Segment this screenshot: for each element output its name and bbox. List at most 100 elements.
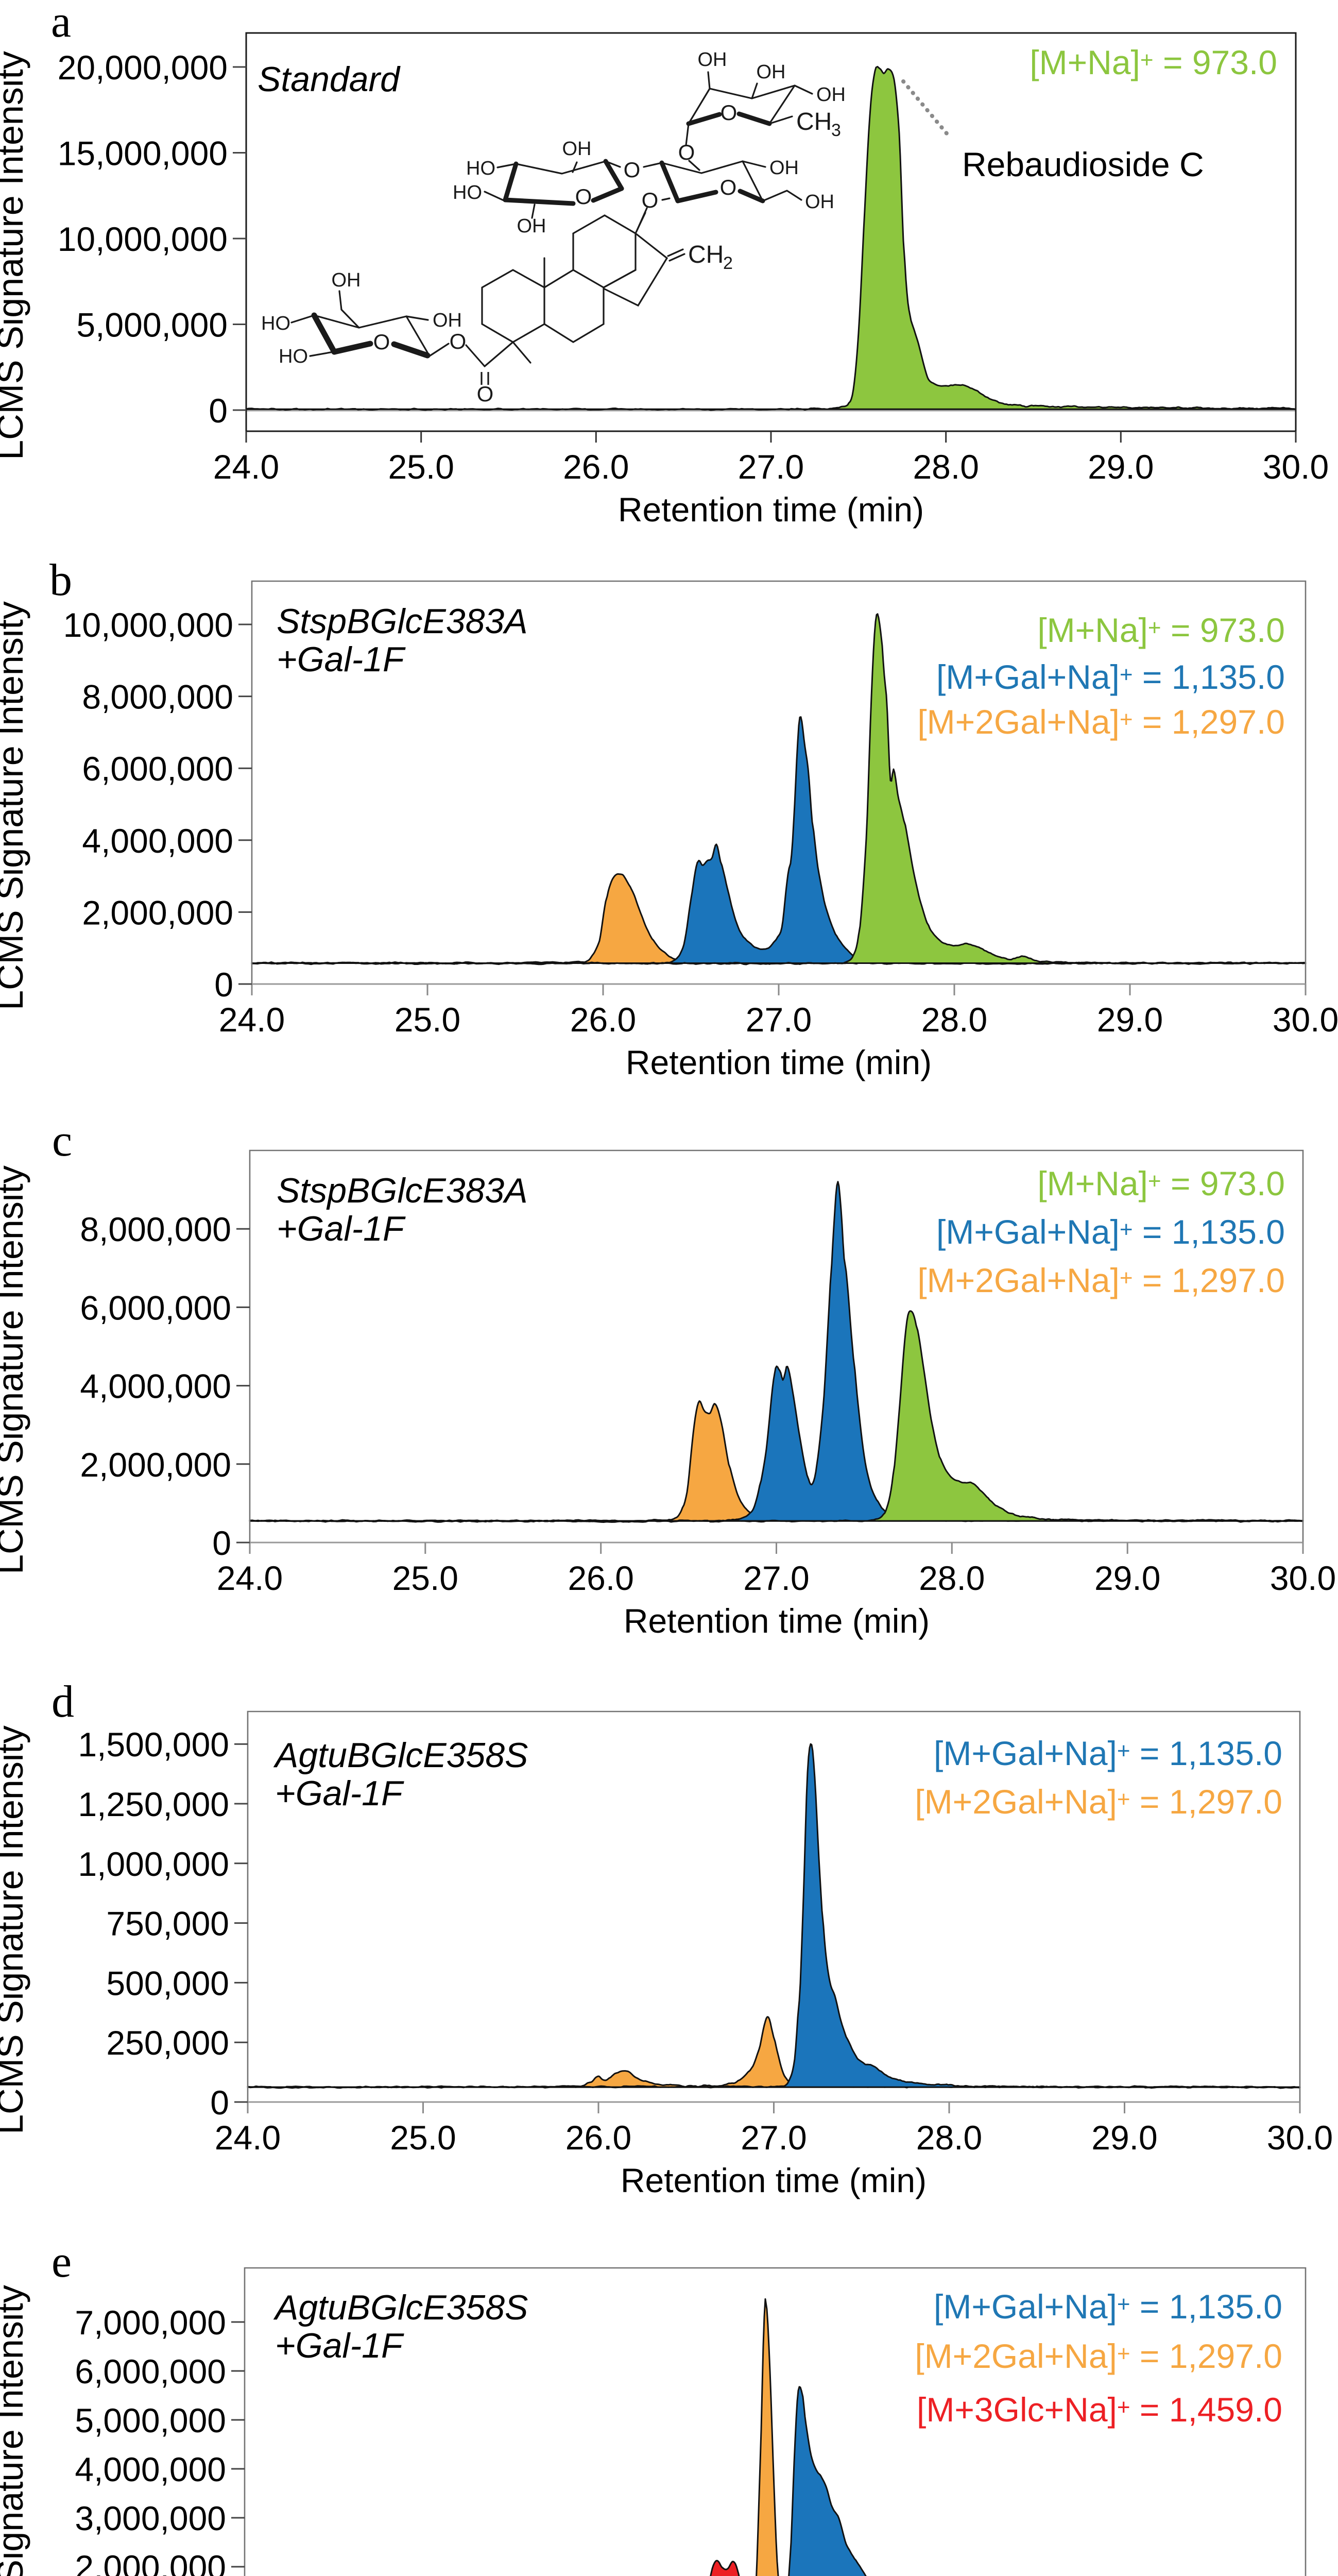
svg-text:OH: OH [698,49,727,71]
svg-text:StspBGlcE383A: StspBGlcE383A [277,602,528,641]
svg-text:0: 0 [210,2083,229,2122]
svg-text:[M+3Glc+Na]+ = 1,459.0: [M+3Glc+Na]+ = 1,459.0 [917,2391,1282,2429]
svg-text:LCMS Signature Intensity: LCMS Signature Intensity [0,2285,30,2576]
svg-text:0: 0 [209,392,228,430]
svg-text:4,000,000: 4,000,000 [75,2450,226,2488]
svg-text:[M+2Gal+Na]+ = 1,297.0: [M+2Gal+Na]+ = 1,297.0 [915,2337,1282,2375]
svg-text:1,250,000: 1,250,000 [78,1785,229,1823]
svg-text:10,000,000: 10,000,000 [63,606,233,644]
svg-text:25.0: 25.0 [390,2119,456,2157]
svg-text:2,000,000: 2,000,000 [82,893,233,931]
svg-text:Retention time (min): Retention time (min) [626,1043,932,1081]
svg-text:28.0: 28.0 [913,448,979,486]
svg-text:29.0: 29.0 [1088,448,1154,486]
svg-text:O: O [721,100,737,125]
svg-text:HO: HO [279,346,308,367]
svg-text:7,000,000: 7,000,000 [75,2303,226,2342]
svg-text:29.0: 29.0 [1091,2119,1157,2157]
svg-text:[M+2Gal+Na]+ = 1,297.0: [M+2Gal+Na]+ = 1,297.0 [917,703,1285,741]
svg-text:4,000,000: 4,000,000 [80,1367,231,1405]
svg-text:24.0: 24.0 [219,1001,285,1039]
svg-text:750,000: 750,000 [106,1905,229,1943]
svg-text:1,000,000: 1,000,000 [78,1845,229,1883]
svg-text:24.0: 24.0 [213,448,279,486]
svg-text:29.0: 29.0 [1094,1559,1160,1597]
svg-text:1,500,000: 1,500,000 [78,1725,229,1764]
svg-text:29.0: 29.0 [1097,1001,1163,1039]
svg-text:a: a [51,0,71,47]
svg-text:8,000,000: 8,000,000 [82,678,233,716]
svg-text:26.0: 26.0 [568,1559,633,1597]
svg-text:5,000,000: 5,000,000 [76,306,228,344]
svg-text:27.0: 27.0 [743,1559,809,1597]
svg-text:26.0: 26.0 [563,448,629,486]
svg-text:d: d [52,1677,74,1727]
svg-text:LCMS Signature Intensity: LCMS Signature Intensity [0,51,30,460]
svg-text:28.0: 28.0 [919,1559,985,1597]
svg-text:[M+2Gal+Na]+ = 1,297.0: [M+2Gal+Na]+ = 1,297.0 [917,1261,1285,1299]
svg-text:2: 2 [723,253,733,273]
svg-text:[M+Gal+Na]+ = 1,135.0: [M+Gal+Na]+ = 1,135.0 [936,1213,1285,1251]
svg-text:+Gal-1F: +Gal-1F [277,1209,406,1248]
svg-text:LCMS Signature Intensity: LCMS Signature Intensity [0,1725,30,2134]
svg-text:27.0: 27.0 [746,1001,812,1039]
svg-text:3,000,000: 3,000,000 [75,2499,226,2537]
svg-text:O: O [373,330,390,354]
svg-text:Retention time (min): Retention time (min) [624,1602,930,1640]
svg-text:O: O [624,158,641,182]
svg-text:4,000,000: 4,000,000 [82,822,233,860]
svg-text:[M+Gal+Na]+ = 1,135.0: [M+Gal+Na]+ = 1,135.0 [936,658,1285,696]
svg-text:10,000,000: 10,000,000 [58,220,228,258]
svg-text:HO: HO [453,182,482,204]
svg-text:[M+Na]+ = 973.0: [M+Na]+ = 973.0 [1030,43,1277,81]
svg-text:8,000,000: 8,000,000 [80,1210,231,1248]
svg-text:LCMS Signature Intensity: LCMS Signature Intensity [0,601,30,1010]
svg-text:27.0: 27.0 [741,2119,807,2157]
svg-text:28.0: 28.0 [916,2119,982,2157]
svg-text:[M+Na]+ = 973.0: [M+Na]+ = 973.0 [1037,1164,1285,1202]
svg-text:[M+Gal+Na]+ = 1,135.0: [M+Gal+Na]+ = 1,135.0 [934,2287,1282,2326]
svg-text:30.0: 30.0 [1273,1001,1338,1039]
svg-text:OH: OH [562,138,592,160]
svg-text:6,000,000: 6,000,000 [80,1289,231,1327]
svg-text:O: O [720,175,737,199]
svg-text:O: O [642,188,659,212]
svg-text:0: 0 [214,965,233,1004]
svg-text:AgtuBGlcE358S: AgtuBGlcE358S [273,1736,528,1775]
svg-text:OH: OH [517,215,546,237]
svg-text:[M+2Gal+Na]+ = 1,297.0: [M+2Gal+Na]+ = 1,297.0 [915,1783,1282,1821]
svg-text:3: 3 [831,121,841,140]
svg-text:+Gal-1F: +Gal-1F [275,1774,404,1813]
svg-text:0: 0 [212,1524,231,1562]
svg-text:500,000: 500,000 [106,1964,229,2002]
svg-text:O: O [450,329,467,353]
svg-text:30.0: 30.0 [1267,2119,1333,2157]
svg-text:Retention time (min): Retention time (min) [621,2161,927,2199]
svg-text:15,000,000: 15,000,000 [58,134,228,173]
svg-text:O: O [477,382,494,406]
svg-text:AgtuBGlcE358S: AgtuBGlcE358S [273,2288,528,2327]
svg-text:25.0: 25.0 [394,1001,460,1039]
svg-text:OH: OH [433,310,462,331]
svg-text:OH: OH [816,84,846,106]
svg-text:5,000,000: 5,000,000 [75,2401,226,2439]
svg-text:30.0: 30.0 [1270,1559,1336,1597]
svg-text:6,000,000: 6,000,000 [82,750,233,788]
svg-text:Retention time (min): Retention time (min) [618,490,924,529]
svg-text:OH: OH [769,157,799,179]
svg-text:b: b [49,555,72,605]
svg-text:CH: CH [796,108,832,135]
svg-text:2,000,000: 2,000,000 [75,2548,226,2576]
svg-text:25.0: 25.0 [388,448,454,486]
svg-text:26.0: 26.0 [570,1001,636,1039]
svg-text:O: O [678,140,695,164]
svg-text:e: e [52,2237,72,2287]
svg-text:26.0: 26.0 [565,2119,631,2157]
svg-text:+Gal-1F: +Gal-1F [277,640,406,679]
svg-text:2,000,000: 2,000,000 [80,1446,231,1484]
svg-text:+Gal-1F: +Gal-1F [275,2326,404,2365]
svg-text:OH: OH [332,269,361,291]
svg-text:[M+Gal+Na]+ = 1,135.0: [M+Gal+Na]+ = 1,135.0 [934,1734,1282,1772]
svg-text:28.0: 28.0 [921,1001,987,1039]
svg-text:LCMS Signature Intensity: LCMS Signature Intensity [0,1165,30,1574]
